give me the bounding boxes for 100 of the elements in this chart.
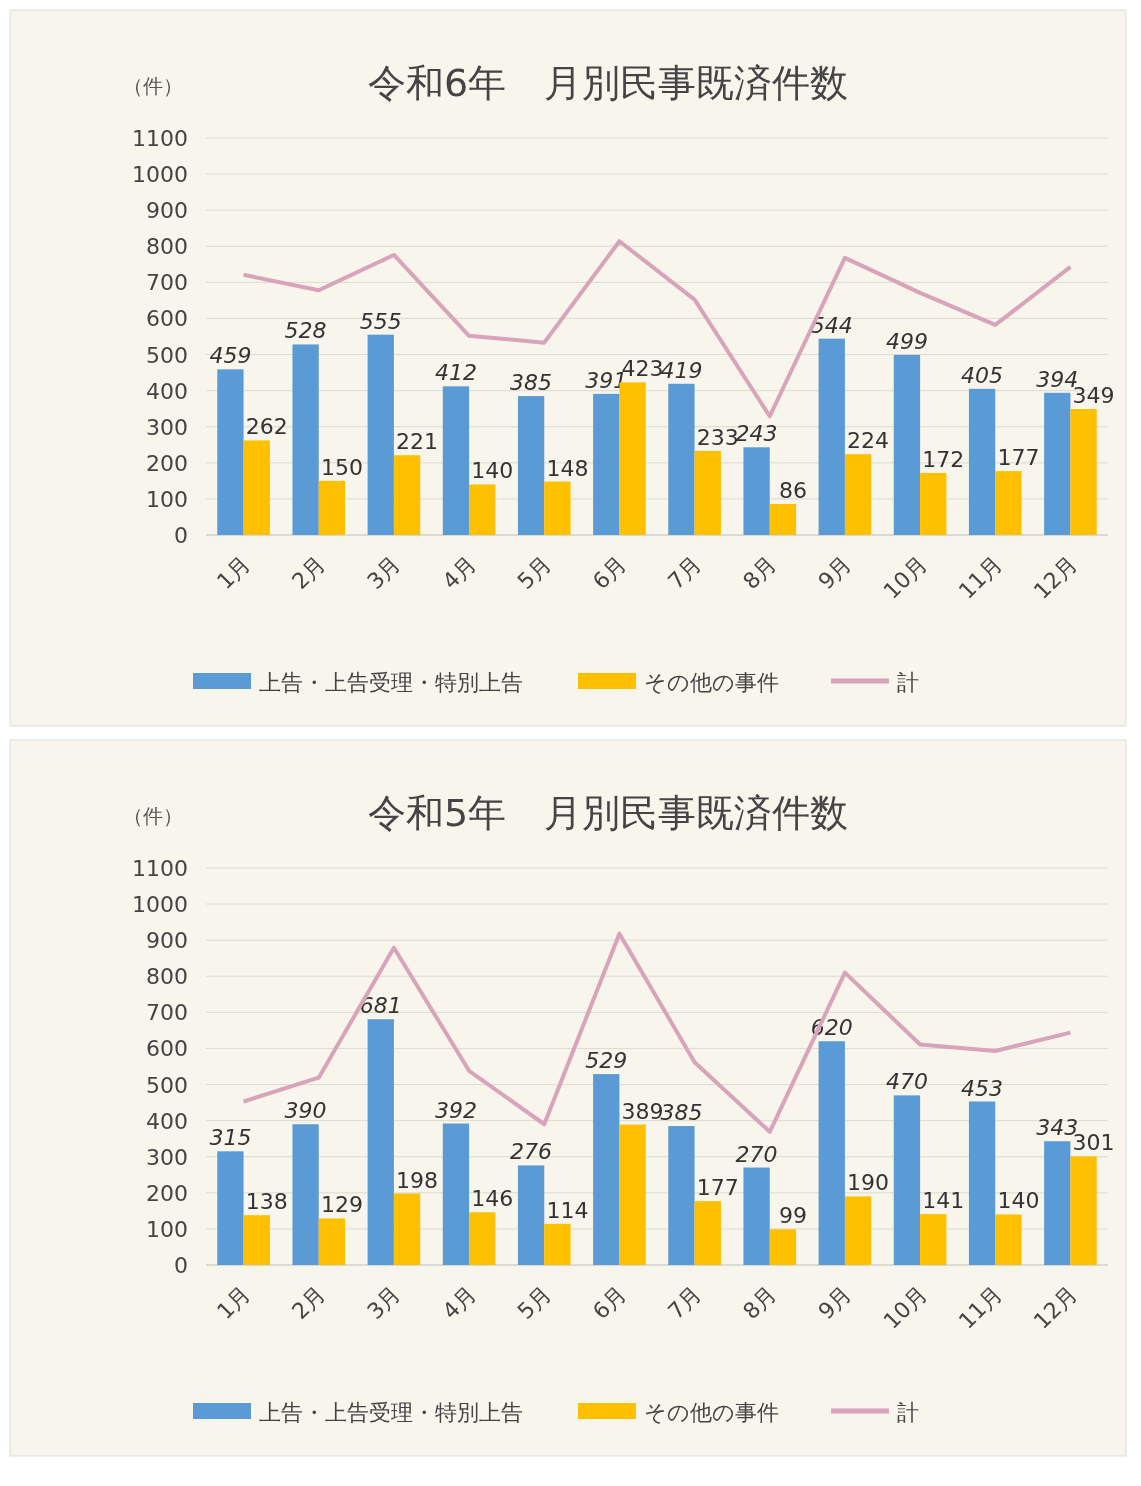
data-label: 190 <box>847 1170 890 1196</box>
bar <box>968 388 996 535</box>
chart-title: 令和6年 月別民事既済件数 <box>367 61 849 105</box>
x-tick-label: 10月 <box>878 550 932 604</box>
bar <box>318 1218 346 1265</box>
y-tick-label: 900 <box>146 928 188 954</box>
y-tick-label: 600 <box>146 306 188 332</box>
data-label: 529 <box>585 1048 628 1074</box>
y-tick-label: 700 <box>146 270 188 296</box>
bar <box>844 454 872 535</box>
x-tick-label: 2月 <box>287 1280 331 1324</box>
y-tick-label: 1100 <box>132 126 188 151</box>
y-tick-label: 1000 <box>132 162 188 188</box>
data-label: 140 <box>997 1188 1040 1214</box>
y-tick-label: 700 <box>146 1000 188 1026</box>
legend-label: 上告・上告受理・特別上告 <box>259 1400 523 1425</box>
bar <box>292 344 319 535</box>
data-label: 172 <box>922 446 965 472</box>
x-tick-label: 3月 <box>362 1280 406 1324</box>
x-tick-label: 7月 <box>662 1280 707 1324</box>
x-tick-label: 12月 <box>1028 1280 1082 1334</box>
y-tick-label: 100 <box>146 486 188 512</box>
legend-label: 上告・上告受理・特別上告 <box>259 670 523 695</box>
bar <box>217 369 244 535</box>
bar <box>469 1212 496 1265</box>
data-label: 315 <box>209 1125 252 1151</box>
data-label: 419 <box>660 357 703 383</box>
data-label: 392 <box>434 1097 477 1123</box>
data-label: 390 <box>284 1098 327 1124</box>
bar <box>818 338 845 535</box>
data-label: 453 <box>961 1075 1004 1101</box>
data-label: 198 <box>396 1167 439 1193</box>
bar <box>367 334 394 535</box>
y-tick-label: 900 <box>146 198 188 224</box>
legend-label: その他の事件 <box>644 670 779 695</box>
data-label: 385 <box>510 370 553 396</box>
bar <box>517 1165 545 1265</box>
bar <box>844 1196 872 1265</box>
y-tick-label: 800 <box>146 964 188 990</box>
legend-label: その他の事件 <box>644 1400 779 1425</box>
data-label: 99 <box>778 1203 807 1229</box>
bar <box>544 1223 571 1265</box>
y-axis-title: （件） <box>123 804 183 828</box>
y-tick-label: 500 <box>146 1072 188 1098</box>
bar <box>1070 1156 1097 1265</box>
bar <box>893 354 921 535</box>
data-label: 138 <box>245 1189 288 1215</box>
data-label: 129 <box>320 1192 363 1218</box>
data-label: 141 <box>922 1188 965 1214</box>
x-tick-label: 11月 <box>953 1280 1007 1334</box>
bar <box>393 1193 421 1265</box>
bar <box>995 471 1022 535</box>
bar <box>393 455 421 535</box>
y-tick-label: 0 <box>174 1253 188 1278</box>
y-tick-label: 600 <box>146 1036 188 1062</box>
x-tick-label: 9月 <box>813 1280 857 1324</box>
bar <box>668 1126 695 1265</box>
x-tick-label: 5月 <box>512 550 556 594</box>
bar <box>1044 392 1071 535</box>
data-label: 262 <box>245 414 288 440</box>
bar <box>893 1095 921 1265</box>
x-tick-label: 4月 <box>437 1280 481 1324</box>
bar <box>544 481 571 535</box>
data-label: 499 <box>885 328 928 354</box>
x-tick-label: 4月 <box>437 550 481 594</box>
data-label: 177 <box>997 445 1040 471</box>
data-label: 459 <box>209 343 252 369</box>
x-tick-label: 12月 <box>1028 550 1082 604</box>
data-label: 140 <box>471 458 514 484</box>
bar <box>694 450 721 535</box>
x-tick-label: 1月 <box>211 1280 256 1324</box>
y-tick-label: 100 <box>146 1216 188 1242</box>
data-label: 148 <box>546 455 589 481</box>
bar <box>243 440 270 535</box>
x-tick-label: 11月 <box>953 550 1007 604</box>
bar <box>743 447 770 535</box>
y-tick-label: 500 <box>146 342 188 368</box>
bar <box>217 1151 244 1265</box>
data-label: 270 <box>735 1141 778 1167</box>
y-tick-label: 400 <box>146 378 188 404</box>
chart-title: 令和5年 月別民事既済件数 <box>367 791 849 835</box>
bar <box>619 1124 646 1265</box>
y-tick-label: 200 <box>146 1180 188 1206</box>
y-axis-title: （件） <box>123 74 183 98</box>
data-label: 528 <box>284 318 327 344</box>
y-tick-label: 300 <box>146 414 188 440</box>
x-tick-label: 8月 <box>738 550 782 594</box>
y-tick-label: 0 <box>174 523 188 548</box>
bar <box>920 1214 947 1265</box>
bar <box>1070 409 1097 535</box>
bar <box>769 1229 797 1265</box>
bar <box>442 386 470 535</box>
bar <box>818 1041 845 1265</box>
data-label: 146 <box>471 1186 514 1212</box>
bar <box>694 1201 721 1265</box>
x-tick-label: 2月 <box>287 550 331 594</box>
data-label: 276 <box>510 1139 553 1165</box>
bar <box>1044 1141 1071 1265</box>
bar <box>593 1074 620 1265</box>
x-tick-label: 7月 <box>662 550 707 594</box>
